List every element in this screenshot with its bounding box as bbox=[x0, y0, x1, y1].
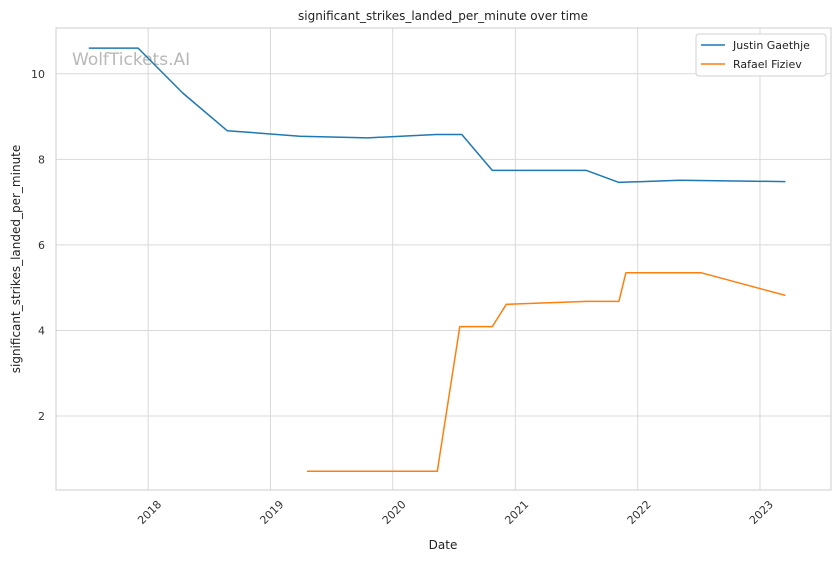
series-line bbox=[307, 271, 786, 472]
x-tick-label: 2022 bbox=[625, 498, 654, 527]
y-tick-labels: 2 4 6 8 10 bbox=[31, 68, 45, 423]
series-line bbox=[88, 47, 786, 184]
y-tick-label: 2 bbox=[38, 410, 45, 423]
y-tick-label: 6 bbox=[38, 239, 45, 252]
legend: Justin Gaethje Rafael Fiziev bbox=[695, 33, 827, 77]
chart-title: significant_strikes_landed_per_minute ov… bbox=[298, 9, 588, 23]
y-tick-label: 4 bbox=[38, 324, 45, 337]
x-tick-labels: 2018 2019 2020 2021 2022 2023 bbox=[135, 498, 776, 527]
plot-frame bbox=[55, 27, 832, 491]
x-grid bbox=[147, 28, 761, 490]
x-tick-label: 2019 bbox=[257, 498, 286, 527]
x-tick-label: 2021 bbox=[502, 498, 531, 527]
x-tick-label: 2020 bbox=[380, 498, 409, 527]
y-tick-label: 10 bbox=[31, 68, 45, 81]
y-grid bbox=[56, 73, 831, 417]
legend-box bbox=[695, 33, 827, 77]
watermark: WolfTickets.AI bbox=[72, 50, 190, 70]
legend-label: Rafael Fiziev bbox=[733, 58, 802, 71]
y-axis-title: significant_strikes_landed_per_minute bbox=[9, 145, 23, 374]
y-tick-label: 8 bbox=[38, 153, 45, 166]
x-tick-label: 2023 bbox=[747, 498, 776, 527]
legend-label: Justin Gaethje bbox=[732, 39, 810, 52]
series-layer bbox=[88, 47, 786, 472]
x-axis-title: Date bbox=[429, 538, 458, 552]
x-tick-label: 2018 bbox=[135, 498, 164, 527]
